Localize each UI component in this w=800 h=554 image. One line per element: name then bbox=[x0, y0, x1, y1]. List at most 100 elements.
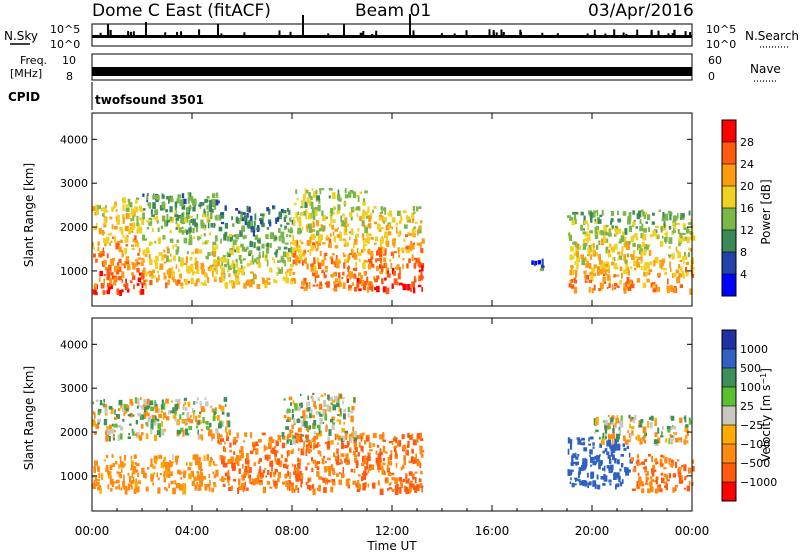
echo-cell-0-4-92 bbox=[384, 208, 387, 215]
echo-cell-0-1-238 bbox=[215, 199, 219, 206]
echo-cell-1-4-115 bbox=[592, 442, 595, 446]
echo-cell-1-1-110 bbox=[115, 460, 118, 465]
echo-cell-1-0-219 bbox=[146, 422, 149, 427]
echo-cell-1-5-11 bbox=[666, 479, 670, 482]
echo-cell-1-0-158 bbox=[157, 423, 162, 429]
echo-cell-1-0-246 bbox=[208, 429, 213, 437]
echo-cell-0-2-217 bbox=[242, 235, 245, 240]
echo-cell-0-2-201 bbox=[278, 235, 281, 242]
echo-cell-0-2-254 bbox=[232, 239, 237, 246]
echo-cell-0-3-27 bbox=[345, 243, 349, 247]
echo-cell-1-2-151 bbox=[278, 460, 283, 467]
echo-cell-1-6-78 bbox=[657, 427, 660, 434]
echo-cell-1-6-30 bbox=[602, 432, 605, 439]
noise-spike-46 bbox=[362, 31, 365, 35]
echo-cell-0-3-122 bbox=[352, 255, 355, 258]
echo-cell-1-2-115 bbox=[237, 488, 240, 494]
echo-cell-0-1-278 bbox=[201, 265, 205, 268]
echo-cell-0-4-156 bbox=[381, 211, 383, 214]
velocity-colorbar-swatch-4 bbox=[722, 406, 736, 425]
echo-cell-0-1-220 bbox=[207, 252, 211, 256]
echo-cell-1-2-474 bbox=[294, 432, 298, 436]
echo-cell-1-2-479 bbox=[277, 478, 280, 483]
echo-cell-1-1-46 bbox=[182, 483, 187, 489]
echo-cell-1-1-195 bbox=[157, 477, 160, 481]
echo-cell-1-6-54 bbox=[673, 432, 678, 436]
noise-spike-29 bbox=[636, 29, 639, 35]
echo-cell-0-1-273 bbox=[185, 256, 188, 264]
echo-cell-1-2-520 bbox=[357, 479, 360, 486]
echo-cell-1-6-84 bbox=[686, 440, 689, 444]
echo-cell-1-0-55 bbox=[135, 420, 139, 425]
echo-cell-1-2-212 bbox=[384, 451, 388, 454]
echo-cell-0-6-288 bbox=[689, 288, 693, 295]
echo-cell-0-2-209 bbox=[232, 269, 237, 274]
velocity-colorbar-swatch-3 bbox=[722, 425, 736, 444]
echo-cell-1-0-103 bbox=[226, 420, 228, 427]
echo-cell-0-6-444 bbox=[626, 276, 630, 283]
echo-cell-1-3-19 bbox=[287, 416, 291, 422]
echo-cell-0-3-309 bbox=[333, 205, 335, 211]
echo-cell-0-2-198 bbox=[236, 246, 240, 253]
echo-cell-1-4-51 bbox=[590, 457, 594, 463]
echo-cell-1-6-104 bbox=[616, 415, 619, 422]
echo-cell-1-3-116 bbox=[288, 396, 293, 401]
echo-cell-0-1-45 bbox=[175, 218, 178, 225]
echo-cell-0-1-202 bbox=[216, 259, 220, 266]
power-colorbar-swatch-0 bbox=[722, 274, 736, 296]
echo-cell-1-0-1 bbox=[131, 428, 134, 433]
echo-cell-0-0-214 bbox=[103, 217, 107, 225]
echo-cell-1-2-274 bbox=[274, 480, 278, 486]
echo-cell-1-2-387 bbox=[222, 460, 226, 468]
echo-cell-1-0-155 bbox=[117, 434, 120, 441]
echo-cell-1-6-103 bbox=[594, 420, 599, 426]
echo-cell-0-1-216 bbox=[170, 253, 172, 257]
echo-cell-1-4-48 bbox=[619, 481, 623, 487]
echo-cell-1-4-84 bbox=[592, 446, 595, 449]
power-colorbar-swatch-5 bbox=[722, 164, 736, 186]
echo-cell-1-2-375 bbox=[387, 457, 390, 464]
echo-cell-0-1-195 bbox=[155, 199, 159, 203]
echo-cell-0-3-20 bbox=[297, 211, 300, 215]
echo-cell-1-2-484 bbox=[420, 438, 424, 442]
echo-cell-0-2-145 bbox=[280, 224, 283, 228]
echo-cell-1-3-154 bbox=[354, 437, 357, 442]
echo-cell-0-0-200 bbox=[110, 272, 114, 276]
echo-cell-0-6-282 bbox=[668, 245, 671, 249]
echo-cell-0-6-106 bbox=[611, 284, 614, 291]
echo-cell-0-3-46 bbox=[347, 242, 349, 246]
echo-cell-0-4-168 bbox=[394, 280, 397, 285]
echo-cell-0-1-55 bbox=[196, 214, 199, 220]
echo-cell-0-2-31 bbox=[276, 267, 280, 270]
echo-cell-1-6-17 bbox=[670, 425, 673, 431]
echo-cell-1-1-83 bbox=[189, 462, 193, 466]
noise-spike-40 bbox=[520, 31, 522, 35]
echo-cell-0-6-186 bbox=[648, 269, 653, 273]
echo-cell-1-2-391 bbox=[259, 466, 262, 470]
echo-cell-0-4-93 bbox=[405, 234, 409, 238]
echo-cell-0-6-222 bbox=[580, 254, 584, 259]
echo-cell-1-1-6 bbox=[118, 464, 121, 469]
echo-cell-0-4-165 bbox=[372, 209, 374, 214]
echo-cell-0-1-86 bbox=[165, 282, 168, 289]
echo-cell-0-4-134 bbox=[397, 272, 401, 280]
echo-cell-0-0-124 bbox=[141, 257, 144, 261]
echo-cell-1-1-183 bbox=[209, 479, 211, 486]
echo-cell-0-2-27 bbox=[261, 243, 265, 249]
echo-cell-1-2-299 bbox=[324, 466, 327, 473]
echo-cell-0-6-254 bbox=[660, 227, 663, 233]
echo-cell-1-4-101 bbox=[610, 467, 614, 473]
echo-cell-1-0-198 bbox=[97, 418, 102, 423]
echo-cell-0-1-306 bbox=[207, 210, 209, 217]
echo-cell-1-3-87 bbox=[322, 422, 324, 425]
velocity-colorbar-swatch-5 bbox=[722, 387, 736, 406]
echo-cell-1-1-36 bbox=[116, 479, 120, 484]
echo-cell-0-3-186 bbox=[348, 236, 351, 241]
echo-cell-0-0-89 bbox=[115, 209, 118, 212]
echo-cell-0-0-129 bbox=[134, 206, 139, 213]
echo-cell-0-2-61 bbox=[265, 234, 269, 240]
echo-cell-1-0-93 bbox=[221, 411, 225, 415]
echo-cell-0-4-148 bbox=[417, 229, 419, 236]
echo-cell-0-6-188 bbox=[682, 256, 685, 261]
echo-cell-1-6-102 bbox=[675, 438, 679, 443]
